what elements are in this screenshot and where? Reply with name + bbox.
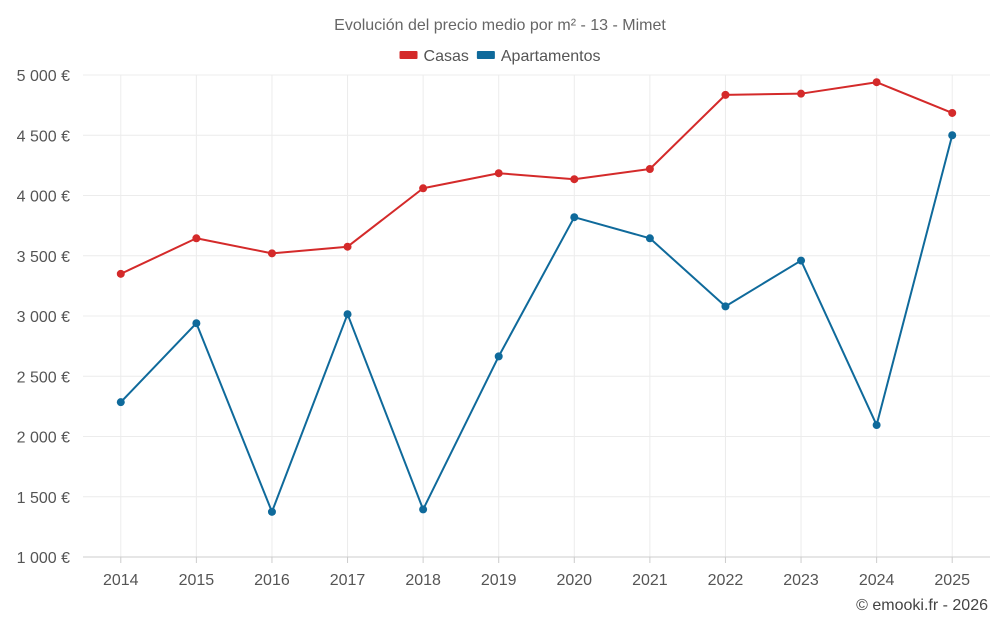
legend-item-apartamentos[interactable]: Apartamentos	[476, 48, 601, 65]
legend-item-casas[interactable]: Casas	[399, 48, 469, 65]
x-axis-ticks: 2014 2015 2016 2017 2018 2019 2020 2021 2022 2023…	[103, 557, 970, 589]
series-line	[120, 134, 954, 513]
x-tick-label: 2017	[330, 572, 366, 589]
data-point[interactable]	[645, 164, 654, 173]
data-point[interactable]	[494, 352, 503, 361]
data-point[interactable]	[645, 234, 654, 243]
data-point[interactable]	[419, 505, 428, 514]
x-tick-label: 2022	[708, 572, 744, 589]
x-tick-label: 2020	[556, 572, 592, 589]
y-tick-label: 2 000 €	[17, 430, 70, 447]
series-layer	[116, 78, 957, 516]
y-tick-label: 2 500 €	[17, 369, 70, 386]
x-tick-label: 2019	[481, 572, 517, 589]
legend-swatch	[476, 51, 495, 59]
data-point[interactable]	[192, 319, 201, 328]
legend-label: Apartamentos	[501, 48, 601, 65]
x-tick-label: 2025	[934, 572, 970, 589]
data-point[interactable]	[948, 108, 957, 117]
data-point[interactable]	[343, 310, 352, 319]
series-casas	[116, 78, 957, 278]
x-tick-label: 2018	[405, 572, 441, 589]
x-tick-label: 2015	[179, 572, 215, 589]
x-tick-label: 2016	[254, 572, 290, 589]
credit-text: © emooki.fr - 2026	[856, 597, 988, 614]
legend-label: Casas	[424, 48, 469, 65]
data-point[interactable]	[116, 398, 125, 407]
y-tick-label: 4 000 €	[17, 189, 70, 206]
data-point[interactable]	[872, 78, 881, 87]
data-point[interactable]	[797, 89, 806, 98]
data-point[interactable]	[192, 234, 201, 243]
legend: Casas Apartamentos	[399, 48, 601, 65]
y-tick-label: 5 000 €	[17, 68, 70, 85]
y-tick-label: 1 500 €	[17, 490, 70, 507]
data-point[interactable]	[797, 256, 806, 265]
data-point[interactable]	[116, 269, 125, 278]
y-tick-label: 3 000 €	[17, 309, 70, 326]
data-point[interactable]	[343, 242, 352, 251]
data-point[interactable]	[494, 169, 503, 178]
data-point[interactable]	[419, 184, 428, 193]
data-point[interactable]	[872, 421, 881, 430]
series-apartamentos	[116, 131, 957, 516]
x-tick-label: 2014	[103, 572, 139, 589]
data-point[interactable]	[570, 213, 579, 222]
data-point[interactable]	[721, 302, 730, 311]
y-axis-ticks: 1 000 € 1 500 € 2 000 € 2 500 € 3 000 € 3 500…	[17, 68, 70, 567]
data-point[interactable]	[721, 90, 730, 99]
legend-swatch	[399, 51, 418, 59]
x-tick-label: 2024	[859, 572, 895, 589]
x-tick-label: 2023	[783, 572, 819, 589]
series-line	[120, 81, 953, 275]
chart-title: Evolución del precio medio por m² - 13 -…	[334, 17, 666, 34]
y-tick-label: 1 000 €	[17, 550, 70, 567]
data-point[interactable]	[948, 131, 957, 140]
x-tick-label: 2021	[632, 572, 668, 589]
y-tick-label: 3 500 €	[17, 249, 70, 266]
data-point[interactable]	[267, 249, 276, 258]
data-point[interactable]	[267, 507, 276, 516]
data-point[interactable]	[570, 175, 579, 184]
y-tick-label: 4 500 €	[17, 128, 70, 145]
y-gridlines	[83, 74, 990, 558]
